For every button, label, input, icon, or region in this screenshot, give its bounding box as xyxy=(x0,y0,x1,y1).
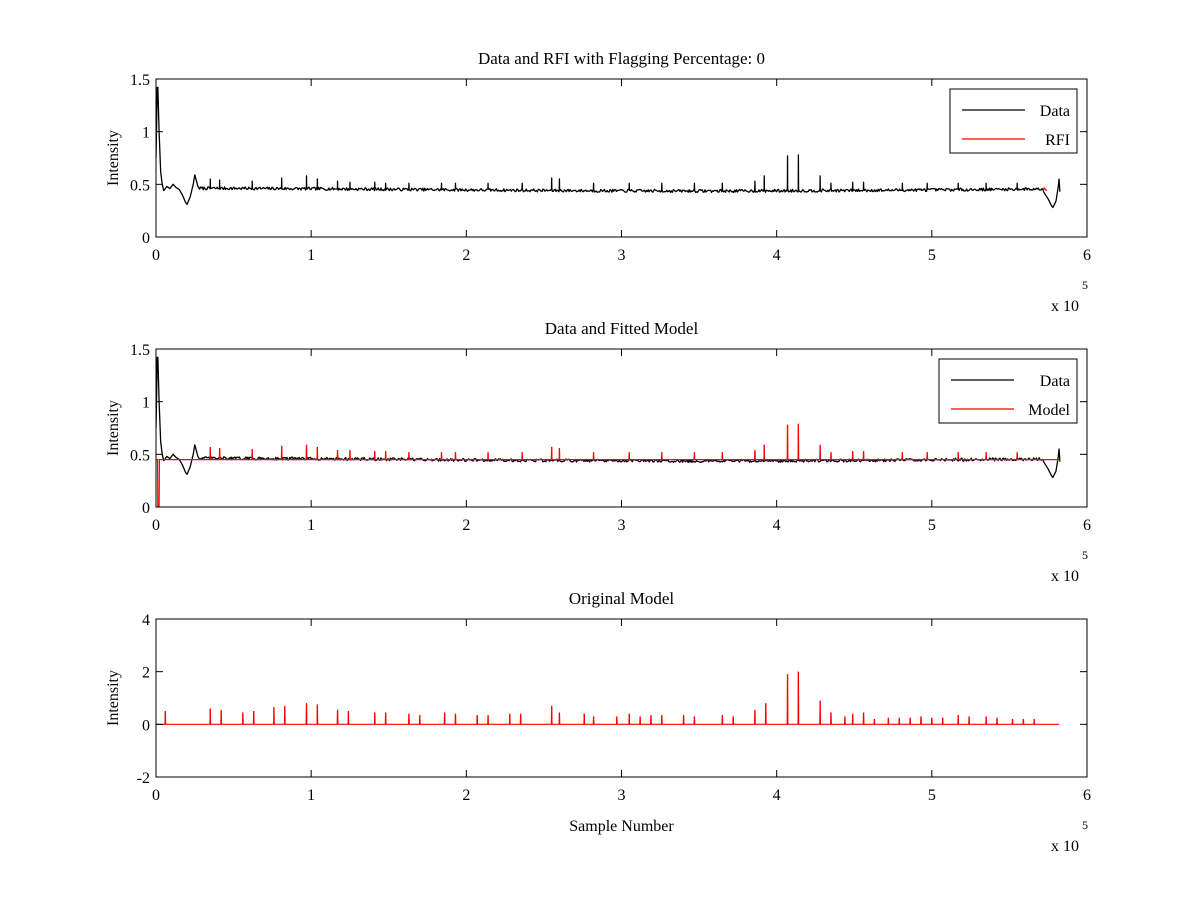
subplot-2: 0 1 2 3 4 5 6 0 0.5 1 1.5 Data and Fitted Model Inte… xyxy=(105,319,1091,585)
subplots: 0 1 2 3 4 5 6 0 0.5 1 1.5 Data and RFI with Flaggin… xyxy=(105,49,1091,855)
x-tick-label: 6 xyxy=(1083,247,1091,264)
legend-label-model: Model xyxy=(1028,402,1070,419)
y-axis-label: Intensity xyxy=(105,130,122,186)
subplot-title: Data and Fitted Model xyxy=(545,319,699,338)
x-tick-label: 4 xyxy=(773,517,781,534)
y-tick-label: -2 xyxy=(137,770,150,787)
legend: Data Model xyxy=(938,358,1078,424)
y-axis-label: Intensity xyxy=(105,670,122,726)
x-tick-label: 6 xyxy=(1083,517,1091,534)
plot-area xyxy=(156,86,1061,209)
x-tick-label: 0 xyxy=(152,517,160,534)
legend-label-rfi: RFI xyxy=(1045,132,1070,149)
x-tick-label: 0 xyxy=(152,787,160,804)
y-tick-label: 1.5 xyxy=(130,342,150,359)
x-tick-label: 3 xyxy=(618,247,626,264)
x-tick-label: 6 xyxy=(1083,787,1091,804)
series-line-data xyxy=(156,86,1061,209)
x-tick-label: 1 xyxy=(307,247,315,264)
x-multiplier-exponent: 5 xyxy=(1082,548,1088,562)
x-tick-label: 5 xyxy=(928,247,936,264)
y-tick-label: 0.5 xyxy=(130,177,150,194)
x-tick-label: 3 xyxy=(618,517,626,534)
legend: Data RFI xyxy=(949,88,1078,154)
subplot-title: Original Model xyxy=(569,589,675,608)
y-tick-label: 0 xyxy=(142,500,150,517)
y-tick-label: 0.5 xyxy=(130,447,150,464)
x-tick-label: 1 xyxy=(307,787,315,804)
rfi-point-1 xyxy=(1043,186,1048,192)
x-tick-label: 5 xyxy=(928,787,936,804)
y-tick-label: 0 xyxy=(142,230,150,247)
y-tick-label: 1.5 xyxy=(130,72,150,89)
legend-label-data: Data xyxy=(1040,373,1070,390)
x-tick-label: 4 xyxy=(773,787,781,804)
y-tick-label: 2 xyxy=(142,665,150,682)
x-tick-label: 0 xyxy=(152,247,160,264)
subplot-1: 0 1 2 3 4 5 6 0 0.5 1 1.5 Data and RFI with Flaggin… xyxy=(105,49,1091,315)
x-tick-label: 4 xyxy=(773,247,781,264)
subplot-title: Data and RFI with Flagging Percentage: 0 xyxy=(478,49,765,68)
x-tick-label: 3 xyxy=(618,787,626,804)
x-tick-label: 2 xyxy=(462,517,470,534)
y-tick-label: 1 xyxy=(142,125,150,142)
x-axis-label: Sample Number xyxy=(569,818,674,835)
x-tick-label: 5 xyxy=(928,517,936,534)
x-multiplier-exponent: 5 xyxy=(1082,818,1088,832)
x-multiplier-label: x 10 xyxy=(1051,298,1079,315)
x-multiplier-exponent: 5 xyxy=(1082,278,1088,292)
plot-area xyxy=(156,356,1061,507)
plot-area xyxy=(156,671,1060,725)
legend-box xyxy=(949,88,1078,154)
x-tick-label: 1 xyxy=(307,517,315,534)
y-axis-label: Intensity xyxy=(105,400,122,456)
x-multiplier-label: x 10 xyxy=(1051,568,1079,585)
y-tick-label: 0 xyxy=(142,717,150,734)
legend-box xyxy=(938,358,1078,424)
y-tick-label: 4 xyxy=(142,612,150,629)
x-tick-label: 2 xyxy=(462,247,470,264)
y-tick-label: 1 xyxy=(142,395,150,412)
legend-label-data: Data xyxy=(1040,103,1070,120)
x-multiplier-label: x 10 xyxy=(1051,838,1079,855)
x-tick-label: 2 xyxy=(462,787,470,804)
